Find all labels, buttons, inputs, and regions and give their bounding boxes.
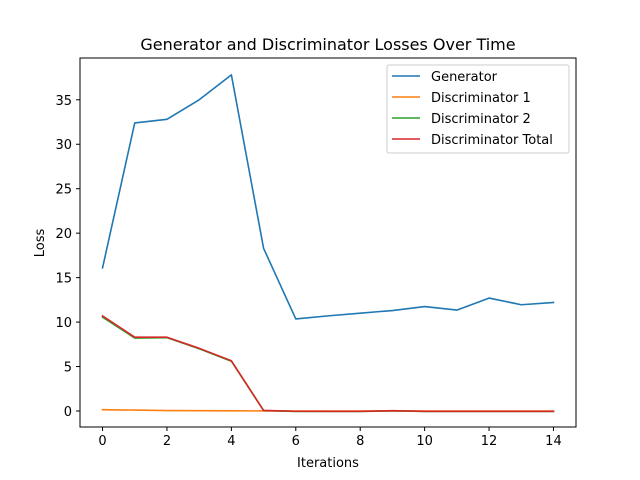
legend-label-discriminator-2: Discriminator 2 (431, 112, 531, 127)
y-axis-ticks: 0 5 10 15 20 25 30 35 (55, 94, 80, 420)
legend-label-discriminator-total: Discriminator Total (431, 133, 553, 148)
plot-lines (101, 74, 555, 413)
legend-label-generator: Generator (431, 70, 498, 85)
y-tick-label: 5 (64, 361, 72, 376)
x-tick-label: 6 (292, 434, 300, 449)
x-tick-label: 14 (545, 434, 562, 449)
x-tick-label: 0 (98, 434, 106, 449)
y-tick-label: 35 (55, 94, 72, 109)
plot-frame (79, 57, 577, 428)
x-tick-label: 10 (416, 434, 433, 449)
y-tick-label: 20 (55, 227, 72, 242)
x-tick-label: 8 (356, 434, 364, 449)
legend-box (386, 64, 570, 154)
y-tick-label: 10 (55, 316, 72, 331)
x-tick-label: 2 (163, 434, 171, 449)
x-tick-label: 12 (481, 434, 498, 449)
y-axis-label: Loss (33, 229, 48, 258)
y-tick-label: 25 (55, 183, 72, 198)
legend-label-discriminator-1: Discriminator 1 (431, 91, 531, 106)
series-line-discriminator-total (101, 314, 555, 413)
y-tick-label: 0 (64, 405, 72, 420)
y-tick-label: 30 (55, 138, 72, 153)
chart-title: Generator and Discriminator Losses Over … (140, 35, 515, 54)
x-tick-label: 4 (227, 434, 235, 449)
x-axis-label: Iterations (297, 456, 359, 471)
y-tick-label: 15 (55, 272, 72, 287)
legend: Generator Discriminator 1 Discriminator 2 D… (386, 64, 570, 154)
series-line-generator (101, 74, 555, 320)
series-line-discriminator-2 (101, 316, 555, 413)
x-axis-ticks: 0 2 4 6 8 10 12 14 (98, 427, 562, 449)
